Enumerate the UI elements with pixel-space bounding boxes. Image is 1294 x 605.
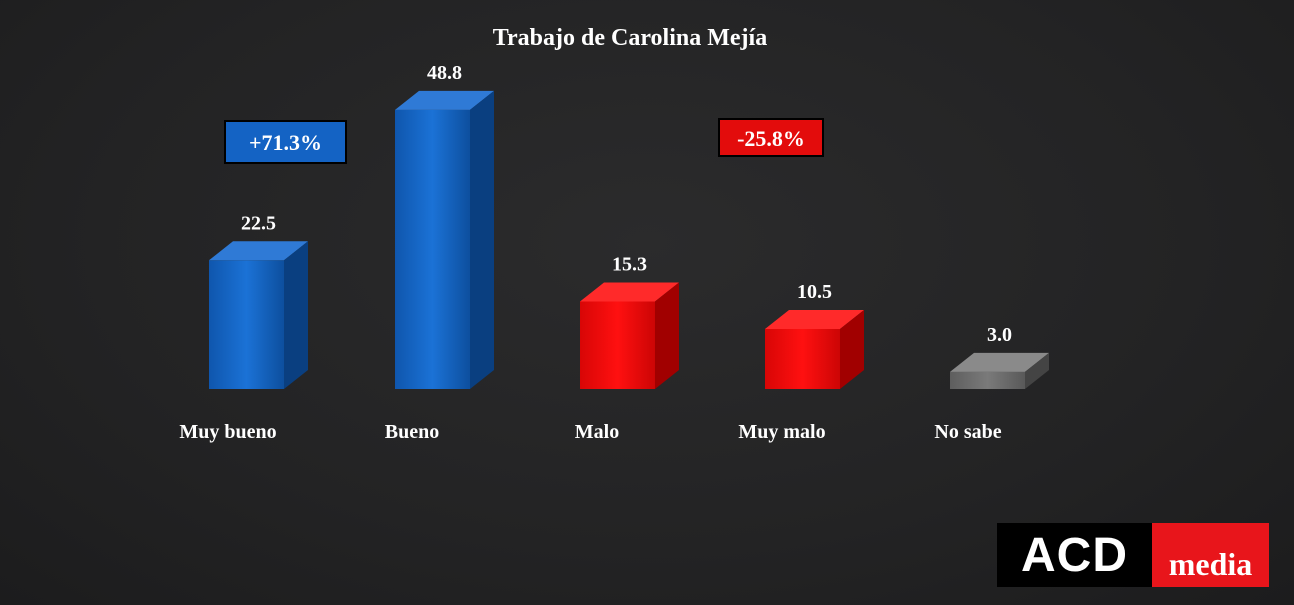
category-label-muy-malo: Muy malo [738,421,825,443]
category-label-no-sabe: No sabe [934,421,1001,443]
annotation-badge-negative: -25.8% [718,118,824,157]
value-label-muy-malo: 10.5 [797,281,832,303]
bar-muy-malo [765,309,864,389]
bar-top-bueno [395,90,494,110]
bar-front-malo [580,301,655,389]
bar-bueno [395,90,494,389]
bars-layer [209,90,1049,389]
bar-side-no-sabe [1025,352,1049,389]
value-label-bueno: 48.8 [427,62,462,84]
bar-side-muy-malo [840,309,864,389]
bar-no-sabe [950,352,1049,389]
acd-media-logo: ACD media [997,523,1269,587]
category-label-muy-bueno: Muy bueno [179,421,276,443]
value-label-malo: 15.3 [612,253,647,275]
category-label-malo: Malo [575,421,619,443]
bar-top-malo [580,282,679,302]
bar-front-muy-bueno [209,260,284,389]
bar-malo [580,282,679,389]
bar-front-bueno [395,109,470,389]
bar-front-muy-malo [765,328,840,389]
labels-layer: 22.5 Muy bueno 48.8 Bueno 15.3 Malo 10.5 Muy ma… [179,62,1012,443]
value-label-muy-bueno: 22.5 [241,212,276,234]
bar-top-muy-bueno [209,241,308,261]
bar-top-muy-malo [765,309,864,329]
bar-side-muy-bueno [284,241,308,389]
logo-acd-text: ACD [997,523,1152,587]
bar-top-no-sabe [950,352,1049,372]
annotation-badge-positive: +71.3% [224,120,347,164]
bar-front-no-sabe [950,371,1025,389]
bar-muy-bueno [209,241,308,389]
bar-side-bueno [470,90,494,389]
bar-side-malo [655,282,679,389]
annotation-negative-text: -25.8% [737,126,805,151]
logo-media-text: media [1152,523,1269,587]
category-label-bueno: Bueno [385,421,439,443]
annotation-positive-text: +71.3% [249,130,322,155]
chart-title: Trabajo de Carolina Mejía [493,25,767,51]
value-label-no-sabe: 3.0 [987,324,1012,346]
